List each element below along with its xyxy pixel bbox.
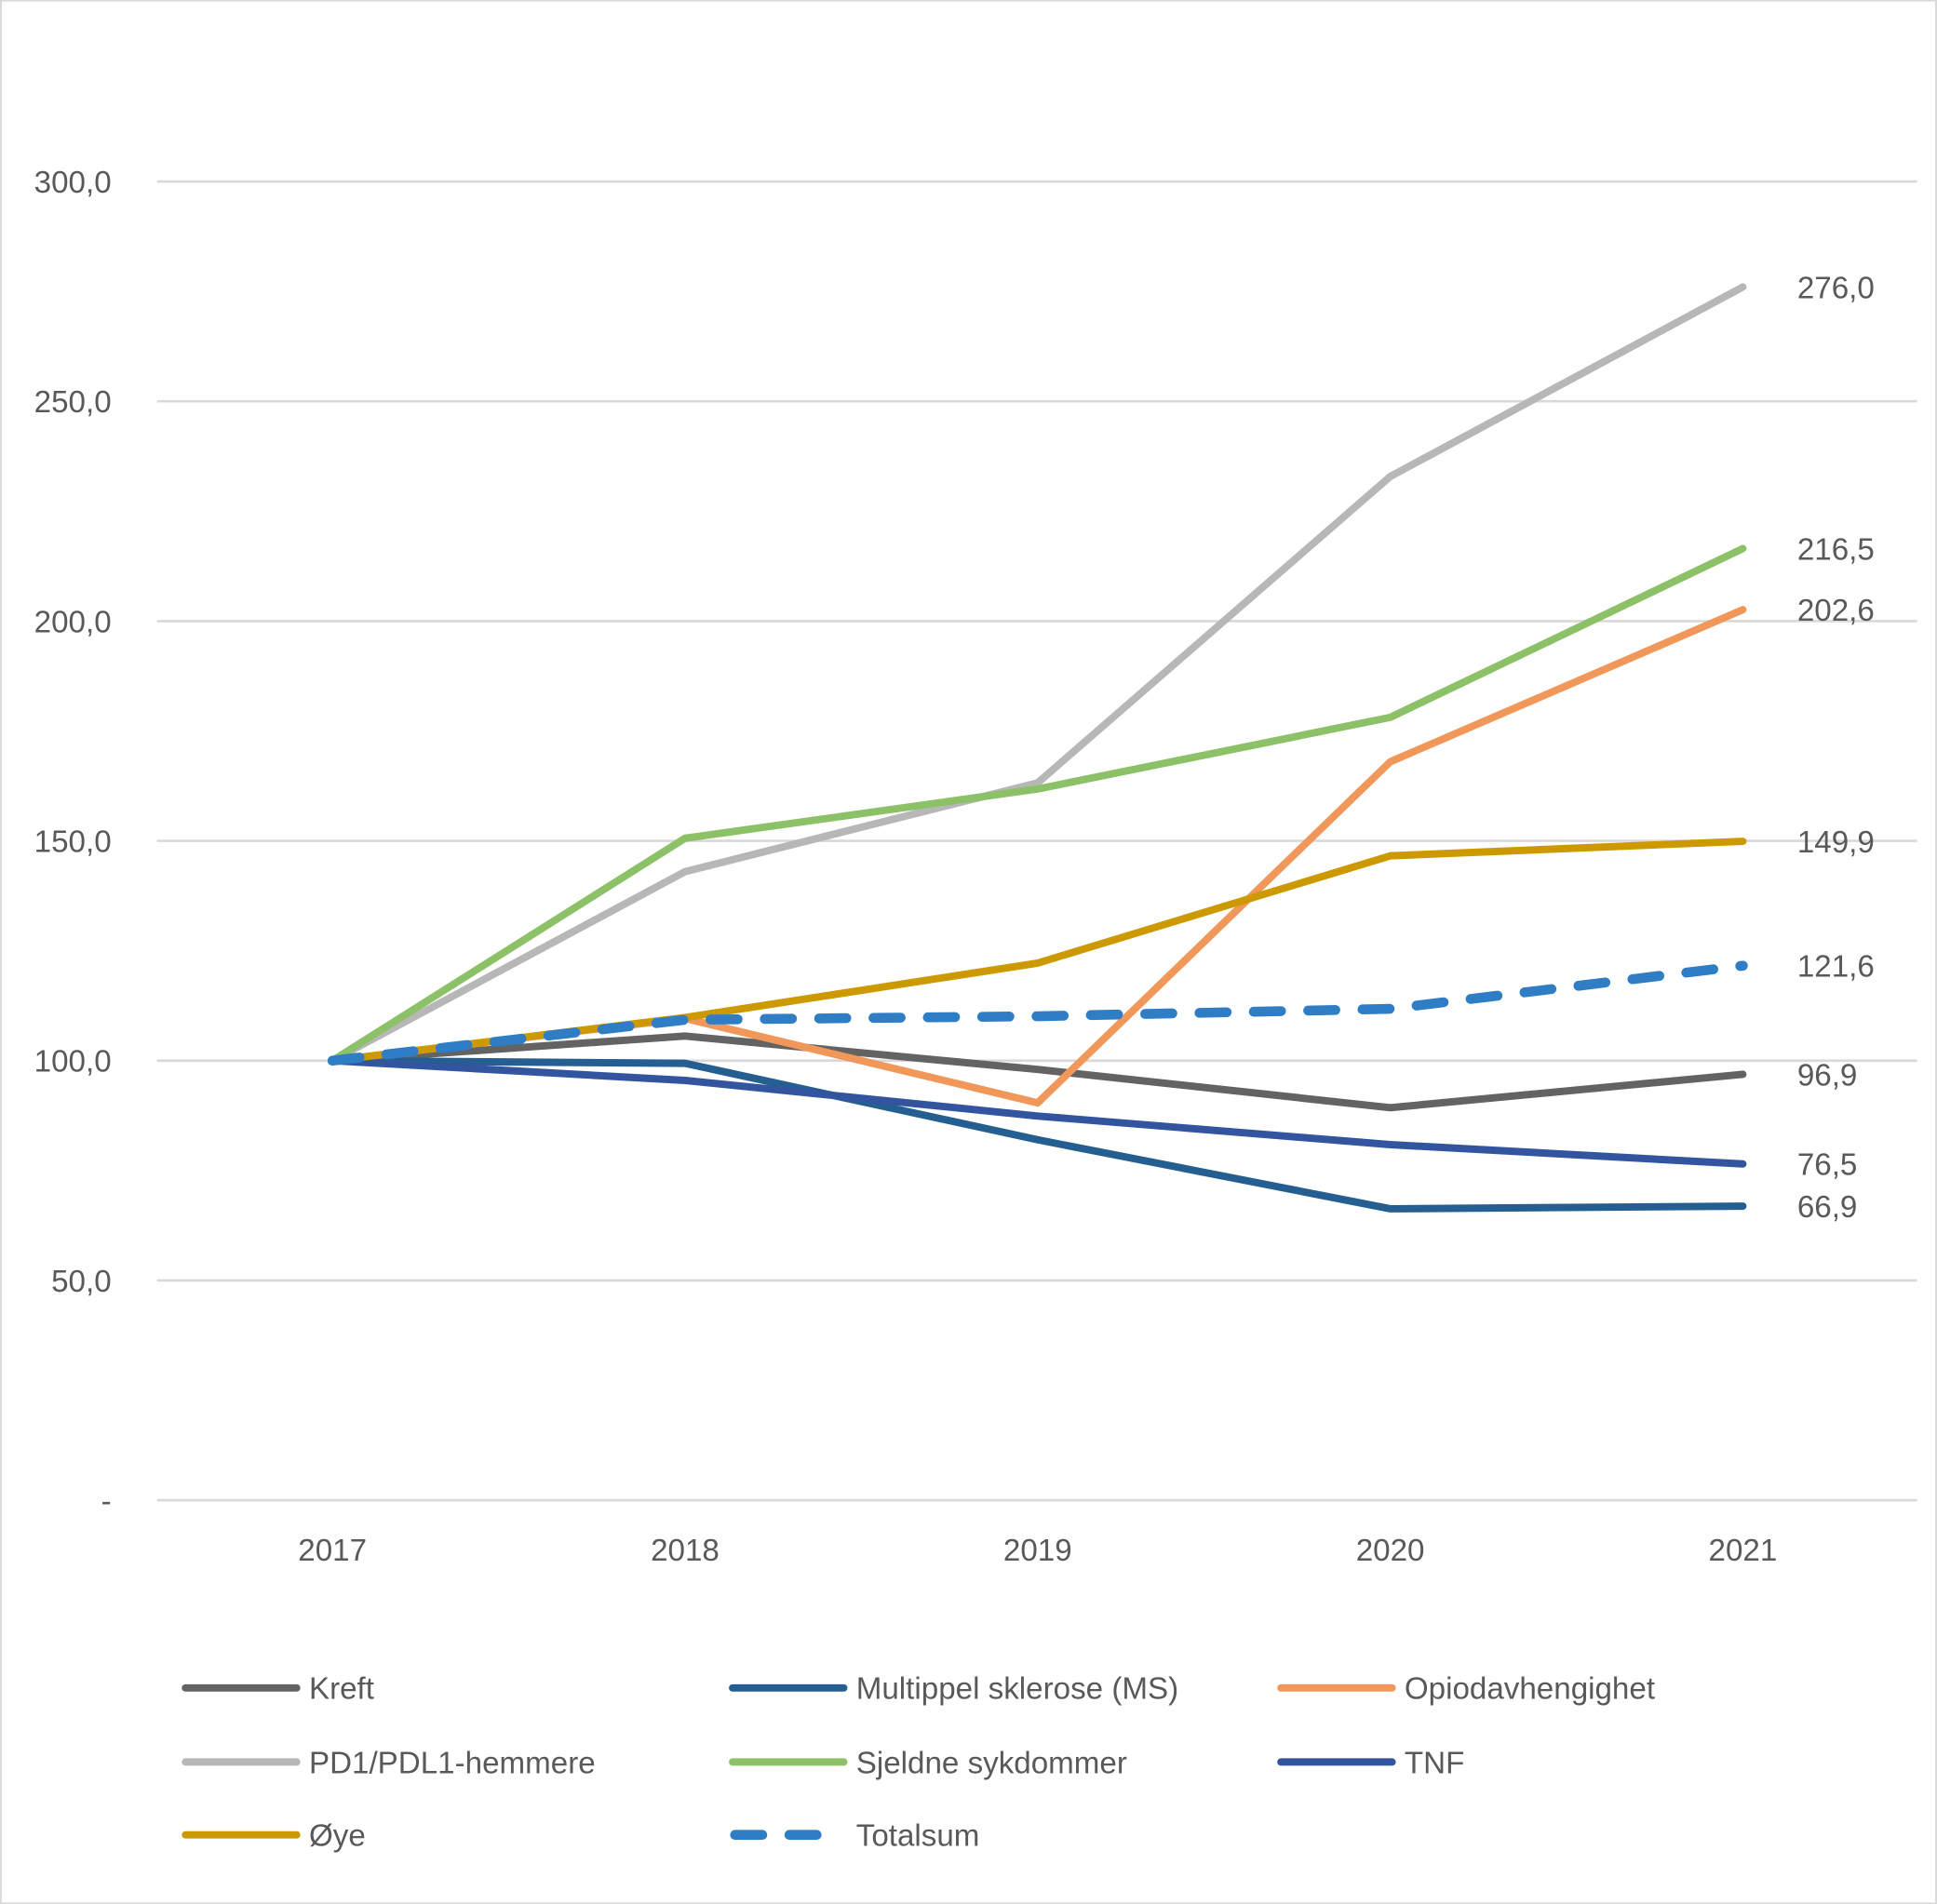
x-tick-label: 2018 xyxy=(651,1534,720,1568)
data-label: 202,6 xyxy=(1797,594,1875,628)
series-line-pd1-pdl1-hemmere xyxy=(329,283,1747,1065)
legend-label: Totalsum xyxy=(856,1819,980,1854)
data-label: 66,9 xyxy=(1797,1190,1858,1225)
legend-label: TNF xyxy=(1405,1746,1464,1780)
series-line-sjeldne-sykdommer xyxy=(329,544,1747,1065)
y-tick-label: 250,0 xyxy=(34,385,112,420)
y-tick-label: 200,0 xyxy=(34,605,112,639)
data-label: 96,9 xyxy=(1797,1058,1858,1093)
data-label: 121,6 xyxy=(1797,950,1875,985)
y-tick-label: - xyxy=(101,1484,112,1519)
data-label: 216,5 xyxy=(1797,532,1875,567)
series-line-multippel-sklerose-ms- xyxy=(329,1056,1747,1213)
legend-item: Øye xyxy=(182,1819,366,1854)
y-tick-label: 50,0 xyxy=(51,1265,112,1299)
legend-item: TNF xyxy=(1277,1746,1464,1780)
legend-label: Opiodavhengighet xyxy=(1405,1672,1655,1707)
y-tick-label: 150,0 xyxy=(34,825,112,860)
series-line-totalsum xyxy=(327,960,1748,1066)
y-tick-label: 100,0 xyxy=(34,1045,112,1079)
x-tick-label: 2019 xyxy=(1003,1534,1072,1568)
series-line-kreft xyxy=(329,1032,1747,1112)
legend-item: Totalsum xyxy=(730,1819,980,1854)
legend-label: PD1/PDL1-hemmere xyxy=(309,1746,596,1780)
series-line-tnf xyxy=(329,1056,1747,1168)
x-tick-label: 2020 xyxy=(1356,1534,1425,1568)
legend-item: PD1/PDL1-hemmere xyxy=(182,1746,596,1780)
data-label: 149,9 xyxy=(1797,825,1875,860)
x-tick-label: 2021 xyxy=(1709,1534,1778,1568)
legend-item: Multippel sklerose (MS) xyxy=(729,1672,1178,1707)
legend-label: Øye xyxy=(309,1819,366,1854)
x-tick-label: 2017 xyxy=(298,1534,367,1568)
legend-label: Kreft xyxy=(309,1672,374,1707)
legend-item: Sjeldne sykdommer xyxy=(729,1746,1127,1780)
data-label: 276,0 xyxy=(1797,271,1875,305)
data-label: 76,5 xyxy=(1797,1148,1858,1183)
legend-item: Opiodavhengighet xyxy=(1277,1672,1655,1707)
legend-label: Sjeldne sykdommer xyxy=(856,1746,1127,1780)
legend-item: Kreft xyxy=(182,1672,374,1707)
y-tick-label: 300,0 xyxy=(34,166,112,200)
legend-label: Multippel sklerose (MS) xyxy=(856,1672,1178,1707)
